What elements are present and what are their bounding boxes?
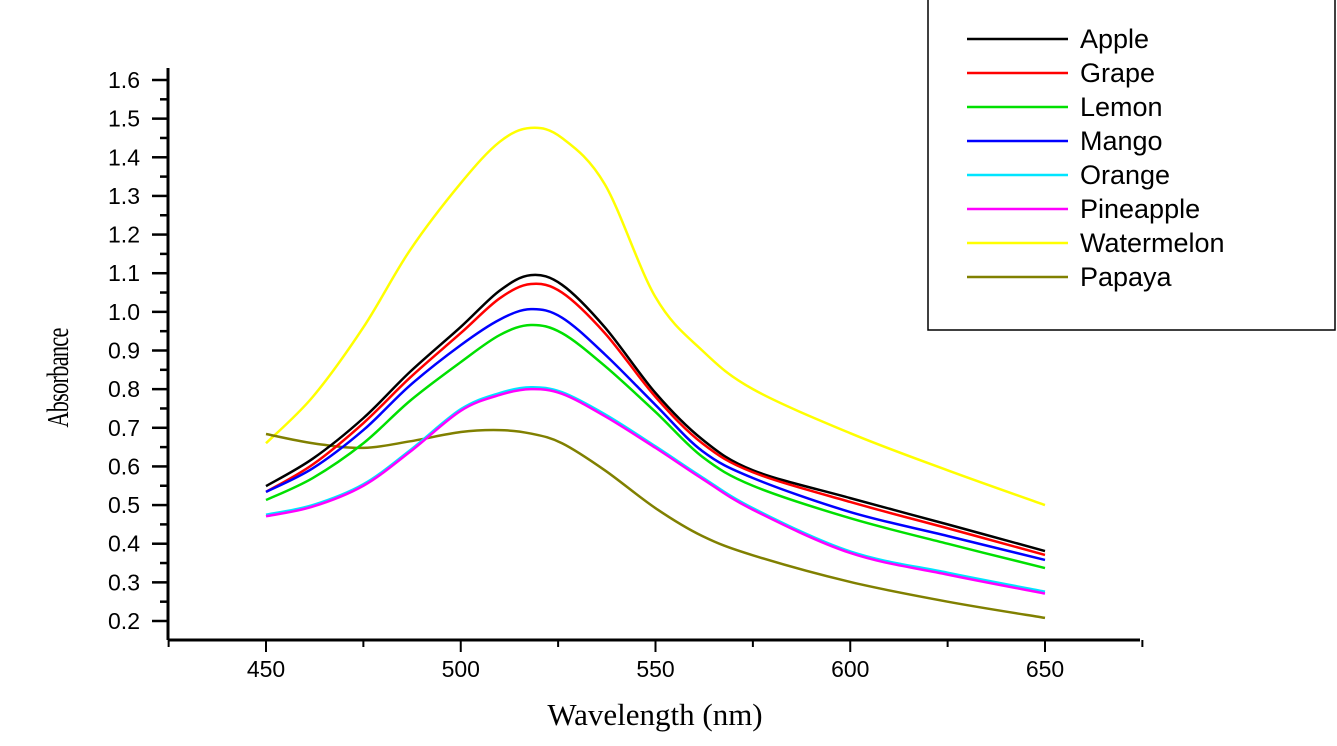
series-line-orange (265, 385, 1046, 593)
legend: Apple Grape Lemon Mango Orange Pineapple Water… (927, 0, 1336, 331)
series-line-pineapple (265, 387, 1046, 595)
series-line-grape (265, 282, 1046, 557)
y-tick-label: 1.6 (108, 67, 140, 93)
y-tick-label: 1.0 (108, 299, 140, 325)
y-tick-label: 0.4 (108, 531, 140, 557)
legend-label: Lemon (1080, 92, 1163, 122)
legend-label: Apple (1080, 24, 1149, 54)
legend-label: Papaya (1080, 262, 1173, 292)
y-tick-label: 0.6 (108, 453, 140, 479)
x-tick-label: 600 (831, 656, 869, 682)
legend-label: Pineapple (1080, 194, 1200, 224)
series-line-papaya (265, 428, 1046, 620)
series-line-mango (265, 307, 1046, 562)
y-tick-label: 0.7 (108, 415, 140, 441)
legend-label: Orange (1080, 160, 1170, 190)
plot-lines (265, 126, 1046, 620)
y-tick-label: 1.5 (108, 106, 140, 132)
series-line-lemon (265, 323, 1046, 570)
y-tick-label: 1.4 (108, 144, 140, 170)
y-tick-label: 0.8 (108, 376, 140, 402)
x-tick-label: 500 (442, 656, 480, 682)
axes: 0.2 0.3 0.4 0.5 0.6 0.7 0.8 0.9 1.0 1.1 1.2 1.3 1.4 1… (108, 67, 1144, 682)
legend-label: Grape (1080, 58, 1155, 88)
legend-label: Mango (1080, 126, 1163, 156)
legend-box (927, 0, 1336, 331)
x-tick-label: 650 (1026, 656, 1064, 682)
y-tick-label: 0.2 (108, 608, 140, 634)
x-tick-label: 450 (247, 656, 285, 682)
x-axis-title: Wavelength (nm) (547, 697, 762, 732)
y-axis-title: Absorbance (40, 328, 74, 428)
y-tick-label: 0.3 (108, 569, 140, 595)
series-line-watermelon (265, 126, 1046, 507)
y-tick-label: 1.3 (108, 183, 140, 209)
series-line-apple (265, 273, 1046, 553)
y-tick-label: 1.1 (108, 260, 140, 286)
y-tick-label: 0.9 (108, 338, 140, 364)
y-tick-label: 0.5 (108, 492, 140, 518)
legend-label: Watermelon (1080, 228, 1225, 258)
x-tick-label: 550 (636, 656, 674, 682)
y-tick-label: 1.2 (108, 222, 140, 248)
